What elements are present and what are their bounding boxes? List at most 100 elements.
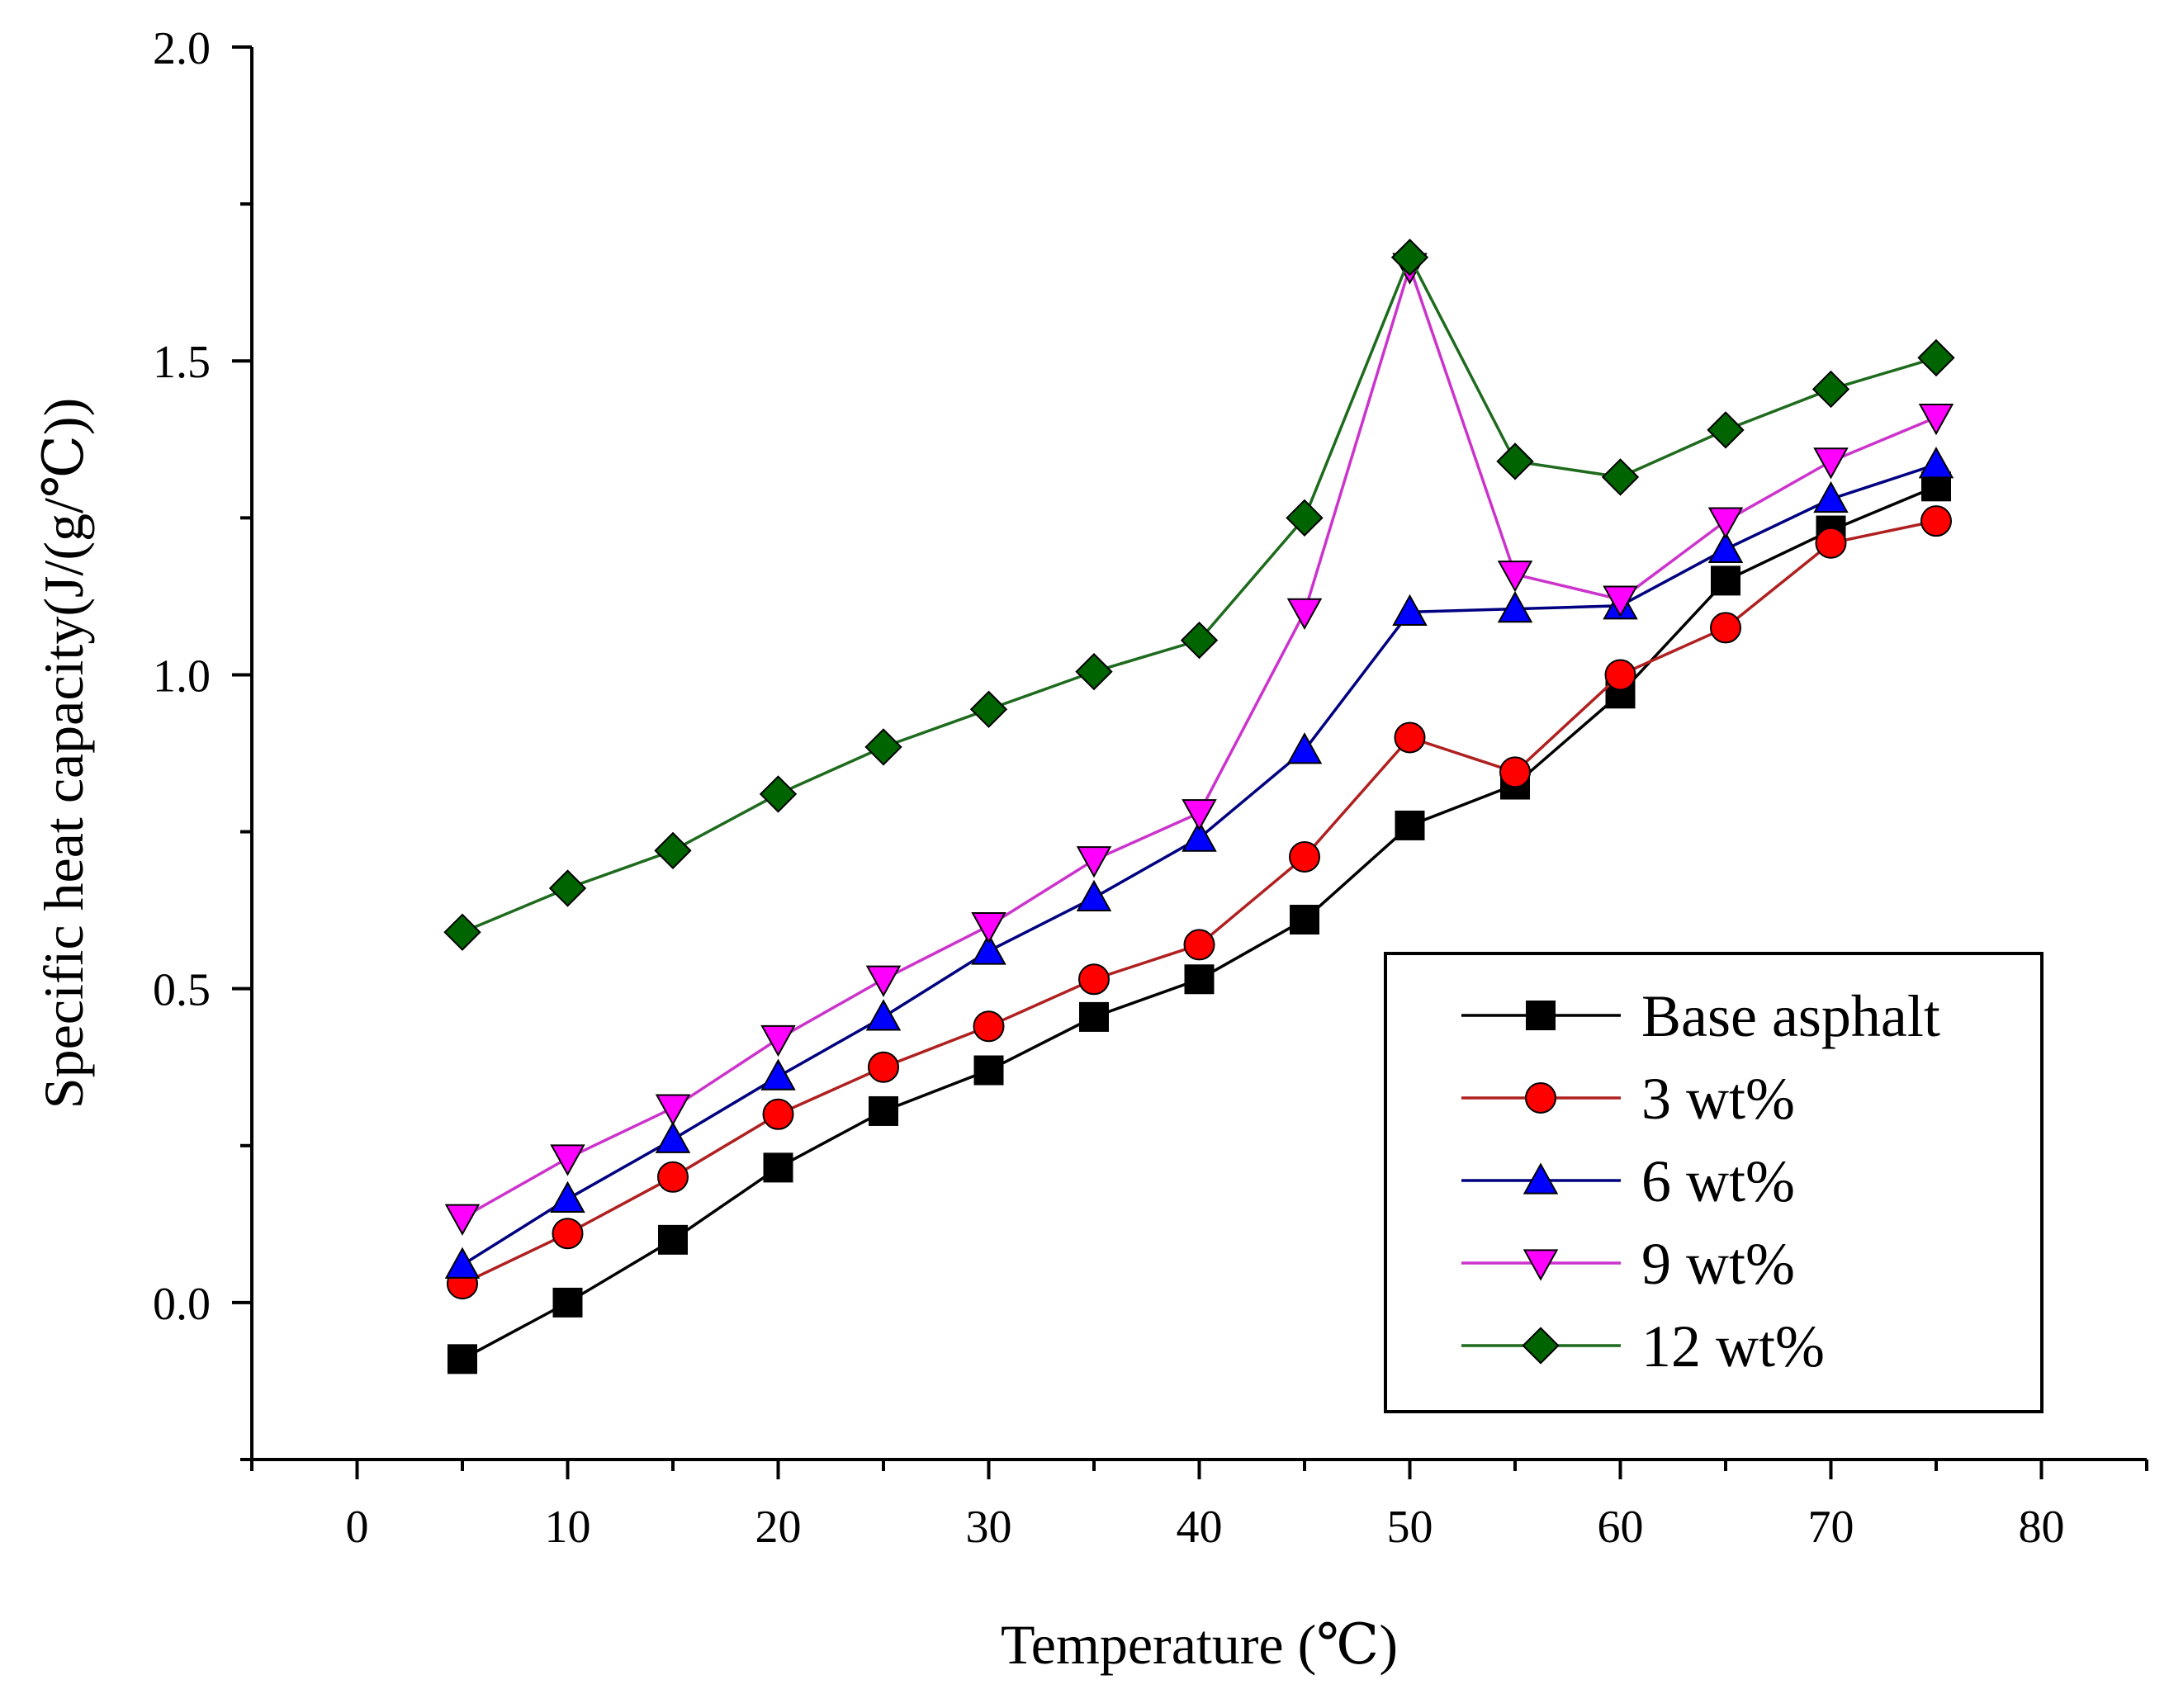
data-point bbox=[1499, 756, 1531, 788]
data-point bbox=[658, 1224, 688, 1255]
x-axis-title: Temperature (℃) bbox=[1001, 1613, 1398, 1676]
data-point bbox=[552, 1218, 584, 1250]
data-point bbox=[444, 1204, 481, 1236]
data-point bbox=[971, 933, 1006, 965]
data-point bbox=[1079, 1001, 1109, 1032]
legend-label: 3 wt% bbox=[1641, 1066, 1795, 1132]
data-point bbox=[1918, 404, 1954, 436]
data-point bbox=[971, 911, 1006, 944]
data-point bbox=[1707, 531, 1744, 563]
data-point bbox=[1496, 442, 1534, 480]
data-point bbox=[1183, 929, 1215, 961]
data-point bbox=[1394, 722, 1426, 754]
legend-label: 12 wt% bbox=[1641, 1313, 1825, 1379]
legend-label: Base asphalt bbox=[1641, 983, 1940, 1049]
data-point bbox=[655, 1094, 691, 1126]
data-point bbox=[654, 831, 692, 870]
data-point bbox=[864, 728, 902, 766]
legend-entry: 12 wt% bbox=[1461, 1313, 1825, 1379]
x-tick-label: 50 bbox=[1387, 1502, 1433, 1553]
data-point bbox=[869, 1095, 898, 1126]
x-tick-label: 0 bbox=[346, 1502, 369, 1553]
legend-marker bbox=[1523, 1162, 1559, 1195]
x-tick-label: 40 bbox=[1177, 1502, 1223, 1553]
data-point bbox=[1286, 499, 1324, 537]
data-point bbox=[1290, 905, 1319, 935]
data-point bbox=[759, 775, 798, 813]
data-point bbox=[1184, 964, 1215, 995]
data-point bbox=[1918, 447, 1954, 479]
y-tick-label: 2.0 bbox=[153, 23, 211, 74]
y-axis-title: Specific heat capacity(J/(g/℃)) bbox=[32, 398, 95, 1109]
data-point bbox=[1392, 594, 1428, 627]
data-point bbox=[1707, 507, 1744, 539]
y-tick-label: 1.0 bbox=[153, 651, 211, 702]
x-tick-label: 80 bbox=[2019, 1502, 2065, 1553]
series-1 bbox=[447, 505, 1952, 1300]
data-point bbox=[1390, 239, 1429, 277]
data-point bbox=[1078, 963, 1110, 996]
data-point bbox=[763, 1152, 793, 1183]
series-group bbox=[443, 239, 1955, 1374]
data-point bbox=[1497, 590, 1533, 623]
axes: 0 10 20 30 40 50 60 70 80 0.0 0.5 1.0 1.5 2.0 Temperat… bbox=[32, 23, 2148, 1676]
data-point bbox=[1813, 480, 1849, 513]
data-point bbox=[762, 1098, 794, 1130]
data-point bbox=[1601, 458, 1640, 496]
data-point bbox=[1497, 561, 1533, 593]
data-point bbox=[1917, 338, 1955, 377]
data-point bbox=[443, 913, 481, 951]
data-point bbox=[655, 1121, 691, 1153]
legend-box bbox=[1384, 952, 2044, 1413]
data-point bbox=[550, 1180, 585, 1214]
data-point bbox=[760, 1024, 796, 1057]
data-point bbox=[973, 1055, 1004, 1086]
legend-entry: Base asphalt bbox=[1461, 983, 1940, 1049]
data-point bbox=[1286, 732, 1323, 764]
data-point bbox=[1076, 846, 1112, 878]
x-tick-label: 30 bbox=[966, 1502, 1012, 1553]
data-point bbox=[548, 869, 587, 907]
x-tick-label: 60 bbox=[1598, 1502, 1644, 1553]
data-point bbox=[1603, 585, 1638, 617]
x-tick-label: 10 bbox=[545, 1502, 591, 1553]
data-point bbox=[1920, 505, 1952, 537]
x-tick-label: 20 bbox=[755, 1502, 802, 1553]
data-point bbox=[1811, 370, 1850, 409]
data-point bbox=[868, 1051, 899, 1083]
data-point bbox=[865, 999, 902, 1031]
data-point bbox=[657, 1161, 689, 1193]
data-point bbox=[550, 1144, 585, 1176]
data-point bbox=[865, 965, 902, 997]
legend-entry: 3 wt% bbox=[1461, 1066, 1795, 1132]
legend-marker bbox=[1523, 1249, 1559, 1281]
data-point bbox=[760, 1058, 796, 1091]
data-point bbox=[1075, 652, 1113, 691]
data-point bbox=[1710, 612, 1741, 644]
data-point bbox=[1076, 879, 1112, 912]
legend-label: 6 wt% bbox=[1641, 1148, 1795, 1214]
legend-marker bbox=[1522, 1327, 1560, 1365]
data-point bbox=[1180, 621, 1219, 660]
data-point bbox=[1289, 840, 1320, 873]
legend: Base asphalt 3 wt% 6 wt% 9 wt% 12 wt% bbox=[1384, 952, 2044, 1413]
x-tick-label: 70 bbox=[1808, 1502, 1854, 1553]
data-point bbox=[1182, 799, 1217, 831]
data-point bbox=[1286, 598, 1323, 631]
data-point bbox=[973, 1010, 1005, 1043]
data-point bbox=[1707, 411, 1745, 449]
data-point bbox=[552, 1287, 583, 1318]
data-point bbox=[444, 1247, 481, 1279]
legend-entry: 6 wt% bbox=[1461, 1148, 1795, 1214]
y-tick-label: 1.5 bbox=[153, 337, 211, 388]
data-point bbox=[1604, 659, 1636, 691]
data-point bbox=[1711, 565, 1740, 596]
legend-marker bbox=[1526, 1001, 1556, 1030]
data-point bbox=[1395, 810, 1425, 840]
legend-label: 9 wt% bbox=[1641, 1231, 1795, 1297]
data-point bbox=[1815, 527, 1847, 559]
series-4 bbox=[443, 239, 1955, 951]
data-point bbox=[1182, 820, 1217, 852]
legend-entry: 9 wt% bbox=[1461, 1231, 1795, 1297]
